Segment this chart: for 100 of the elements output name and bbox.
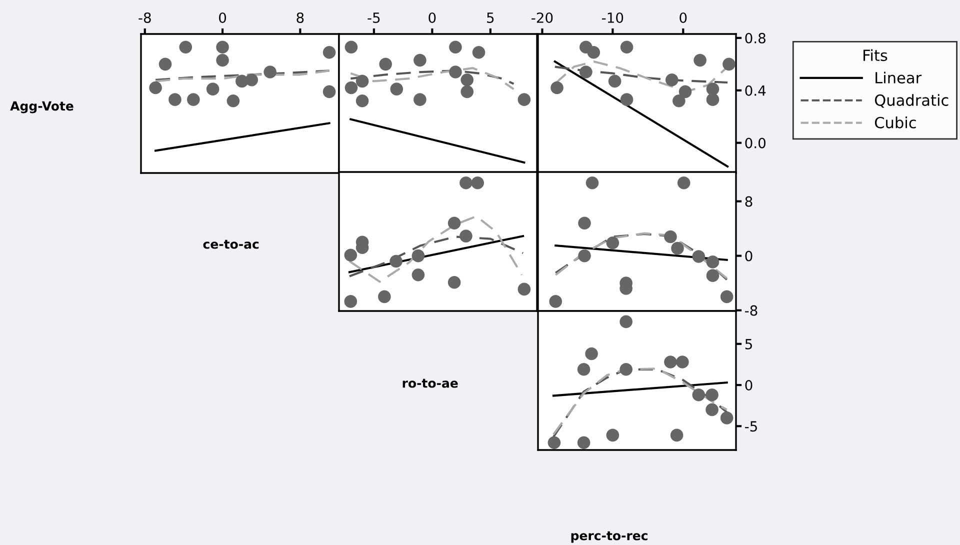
point [620,40,634,54]
point [412,249,425,262]
point [578,216,591,230]
y-axis-title: ce-to-ac [203,240,259,249]
point [620,362,632,376]
point [149,81,162,94]
y-tick-label: 5 [745,339,752,350]
point [414,93,426,106]
point [720,290,734,304]
point [706,82,720,96]
point [216,40,229,54]
y-tick-label: 8 [745,196,752,207]
point [706,93,720,106]
x-tick-label: -8 [138,12,151,23]
point [322,46,336,59]
y-tick-label: 0 [745,250,752,262]
x-tick-label: 0 [680,12,687,23]
point [706,269,720,282]
point [264,66,276,78]
point [344,81,358,94]
point [664,230,677,244]
point [706,403,718,416]
point [677,176,690,190]
point [216,54,229,67]
point [722,58,736,71]
point [577,362,590,376]
point [472,46,486,59]
point [356,94,369,108]
point [665,73,678,86]
point [578,249,591,262]
point [606,428,620,442]
point [390,82,404,96]
point [518,282,531,296]
point [379,58,392,71]
y-tick-label: 0.4 [745,85,766,96]
point [344,248,358,262]
legend-title: Fits [864,49,888,62]
point [577,436,590,449]
point [549,295,562,308]
point [344,40,358,54]
x-axis-title: perc-to-rec [571,531,648,543]
point [670,428,684,442]
x-tick-label: -5 [368,12,380,23]
x-tick-label: 8 [296,12,304,23]
point [206,82,220,96]
point [692,250,706,263]
point [460,85,474,98]
point [460,176,472,190]
y-tick-label: 0.8 [745,32,766,44]
point [620,315,632,328]
point [706,256,720,268]
point [187,93,200,106]
y-tick-label: -8 [745,305,758,316]
point [356,74,369,88]
x-tick-label: -20 [532,12,553,23]
point [608,74,622,88]
y-tick-label: -5 [745,421,757,432]
point [620,93,634,106]
point [448,216,461,230]
point [720,412,734,424]
point [676,356,689,368]
point [587,46,600,59]
point [448,276,461,289]
point [706,388,718,402]
point [460,73,474,86]
y-axis-title: Agg-Vote [10,101,74,114]
point [449,66,462,78]
point [344,295,358,308]
point [414,54,426,67]
point [678,85,692,98]
x-tick-label: 5 [487,12,494,23]
x-tick-label: 0 [428,12,436,23]
point [378,290,391,304]
point [692,388,706,402]
point [168,93,182,106]
point [390,254,402,268]
point [672,94,686,108]
point [245,73,258,86]
point [471,176,484,190]
point [550,81,564,94]
y-tick-label: 0.0 [745,138,766,148]
point [460,230,472,242]
point [226,94,240,108]
point [548,436,561,449]
point [580,66,592,78]
x-tick-label: 0 [219,12,226,23]
point [412,268,425,282]
point [671,242,684,255]
x-tick-label: -10 [602,12,624,23]
point [179,40,192,54]
point [585,347,598,360]
point [449,40,462,54]
point [694,54,706,67]
legend-label: Quadratic [874,94,948,108]
y-axis-title: ro-to-ae [402,378,458,388]
point [606,236,620,250]
y-tick-label: 0 [745,380,752,390]
point [518,93,531,106]
point [664,356,677,368]
legend-label: Linear [876,72,922,84]
